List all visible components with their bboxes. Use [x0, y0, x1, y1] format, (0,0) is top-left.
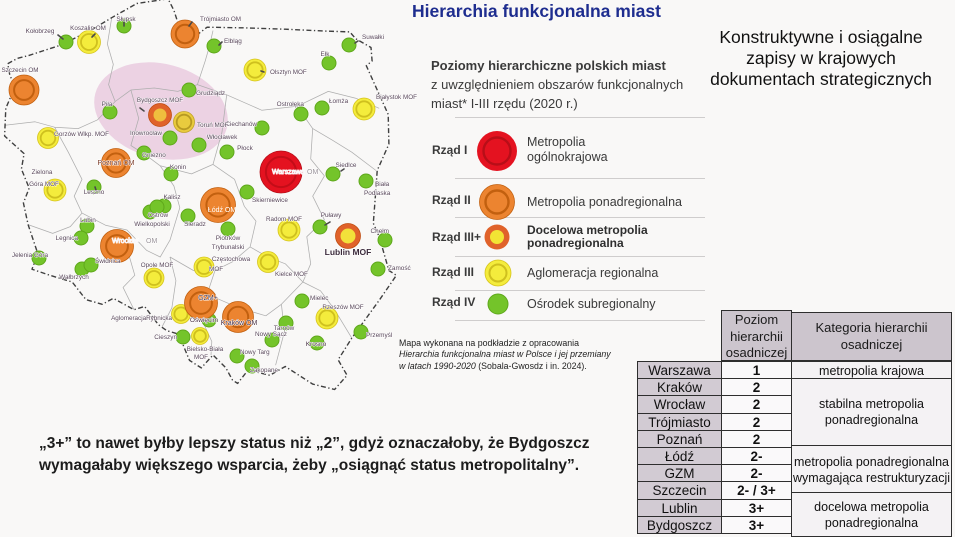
svg-text:Bydgoszcz MOF: Bydgoszcz MOF	[137, 97, 183, 104]
svg-text:Kielce MOF: Kielce MOF	[275, 271, 308, 278]
svg-text:Gorzów Wlkp. MOF: Gorzów Wlkp. MOF	[54, 131, 109, 138]
svg-text:Nowy Sącz: Nowy Sącz	[255, 331, 287, 338]
svg-text:Biała: Biała	[375, 181, 390, 188]
svg-text:AglomeracjaRybnicka: AglomeracjaRybnicka	[111, 315, 172, 322]
svg-text:Opole MOF: Opole MOF	[141, 262, 174, 269]
svg-text:Trybunalski: Trybunalski	[212, 244, 244, 251]
svg-text:Jelenia Góra: Jelenia Góra	[12, 252, 49, 259]
svg-text:Zamość: Zamość	[388, 265, 412, 272]
svg-text:Suwałki: Suwałki	[362, 34, 384, 41]
svg-text:Lubin: Lubin	[80, 217, 96, 224]
svg-text:Słupsk: Słupsk	[116, 16, 136, 23]
svg-text:Wielkopolski: Wielkopolski	[134, 221, 170, 228]
svg-text:Piła: Piła	[102, 101, 113, 108]
svg-text:Poznań OM: Poznań OM	[98, 160, 135, 167]
svg-text:Sieradz: Sieradz	[184, 221, 206, 228]
svg-text:Nowy Targ: Nowy Targ	[240, 349, 270, 356]
svg-text:Mielec: Mielec	[310, 295, 329, 302]
svg-text:Inowrocław: Inowrocław	[130, 130, 162, 137]
svg-text:Radom MOF: Radom MOF	[266, 216, 302, 223]
svg-text:Kraków OM: Kraków OM	[221, 320, 258, 327]
svg-text:Koszalin OM: Koszalin OM	[70, 25, 106, 32]
svg-text:Tarnów: Tarnów	[274, 325, 295, 332]
svg-text:Zakopane: Zakopane	[250, 367, 279, 374]
svg-text:Świdnica: Świdnica	[95, 256, 121, 265]
svg-text:Kalisz: Kalisz	[163, 194, 180, 201]
svg-text:Włocławek: Włocławek	[207, 134, 238, 141]
svg-text:Rzeszów MOF: Rzeszów MOF	[322, 304, 363, 311]
svg-text:Piotrków: Piotrków	[216, 235, 241, 242]
svg-text:OM: OM	[146, 238, 157, 245]
svg-text:Białystok MOF: Białystok MOF	[376, 94, 417, 101]
svg-text:Wałbrzych: Wałbrzych	[59, 274, 89, 281]
svg-text:MOF: MOF	[194, 354, 208, 361]
svg-text:Elbląg: Elbląg	[224, 38, 242, 45]
svg-text:Leszno: Leszno	[84, 189, 105, 196]
svg-text:Ostrów: Ostrów	[148, 212, 169, 219]
svg-text:Częstochowa: Częstochowa	[212, 256, 251, 263]
svg-text:Chełm: Chełm	[371, 228, 389, 235]
svg-text:Przemyśl: Przemyśl	[366, 332, 392, 339]
svg-text:Cieszyn: Cieszyn	[154, 334, 177, 341]
svg-text:Oświęcim: Oświęcim	[190, 317, 218, 324]
svg-text:Warszawa: Warszawa	[272, 169, 305, 176]
svg-text:Krosno: Krosno	[306, 341, 327, 348]
svg-text:Lublin MOF: Lublin MOF	[325, 247, 372, 257]
svg-text:Kołobrzeg: Kołobrzeg	[26, 28, 55, 35]
svg-text:Gniezno: Gniezno	[142, 152, 166, 159]
svg-text:Łomża: Łomża	[329, 98, 349, 105]
svg-text:Olsztyn MOF: Olsztyn MOF	[270, 69, 307, 76]
svg-text:Grudziądz: Grudziądz	[196, 90, 225, 97]
svg-text:Ostrołęka: Ostrołęka	[277, 101, 305, 108]
svg-text:Skierniewice: Skierniewice	[252, 197, 288, 204]
svg-text:Legnica: Legnica	[56, 235, 79, 242]
svg-text:Ciechanów: Ciechanów	[225, 121, 257, 128]
svg-text:Puławy: Puławy	[321, 212, 342, 219]
svg-text:Wrocław: Wrocław	[112, 238, 140, 245]
svg-text:OM: OM	[307, 169, 318, 176]
svg-text:Toruń MOF: Toruń MOF	[197, 122, 229, 129]
svg-text:Płock: Płock	[237, 145, 253, 152]
svg-text:Zielona: Zielona	[32, 169, 53, 176]
svg-text:Siedlce: Siedlce	[336, 162, 357, 169]
svg-text:Podlaska: Podlaska	[364, 190, 391, 197]
svg-text:MOF: MOF	[209, 266, 223, 273]
svg-text:Góra MOF: Góra MOF	[29, 181, 59, 188]
svg-text:GZM+: GZM+	[198, 295, 218, 302]
svg-text:Szczecin OM: Szczecin OM	[1, 67, 38, 74]
svg-text:Łódź OM: Łódź OM	[208, 207, 237, 214]
svg-text:Konin: Konin	[170, 164, 187, 171]
svg-text:Bielsko-Biała: Bielsko-Biała	[187, 346, 224, 353]
svg-text:Trójmiasto OM: Trójmiasto OM	[200, 16, 241, 23]
svg-text:Ełk: Ełk	[321, 51, 331, 58]
